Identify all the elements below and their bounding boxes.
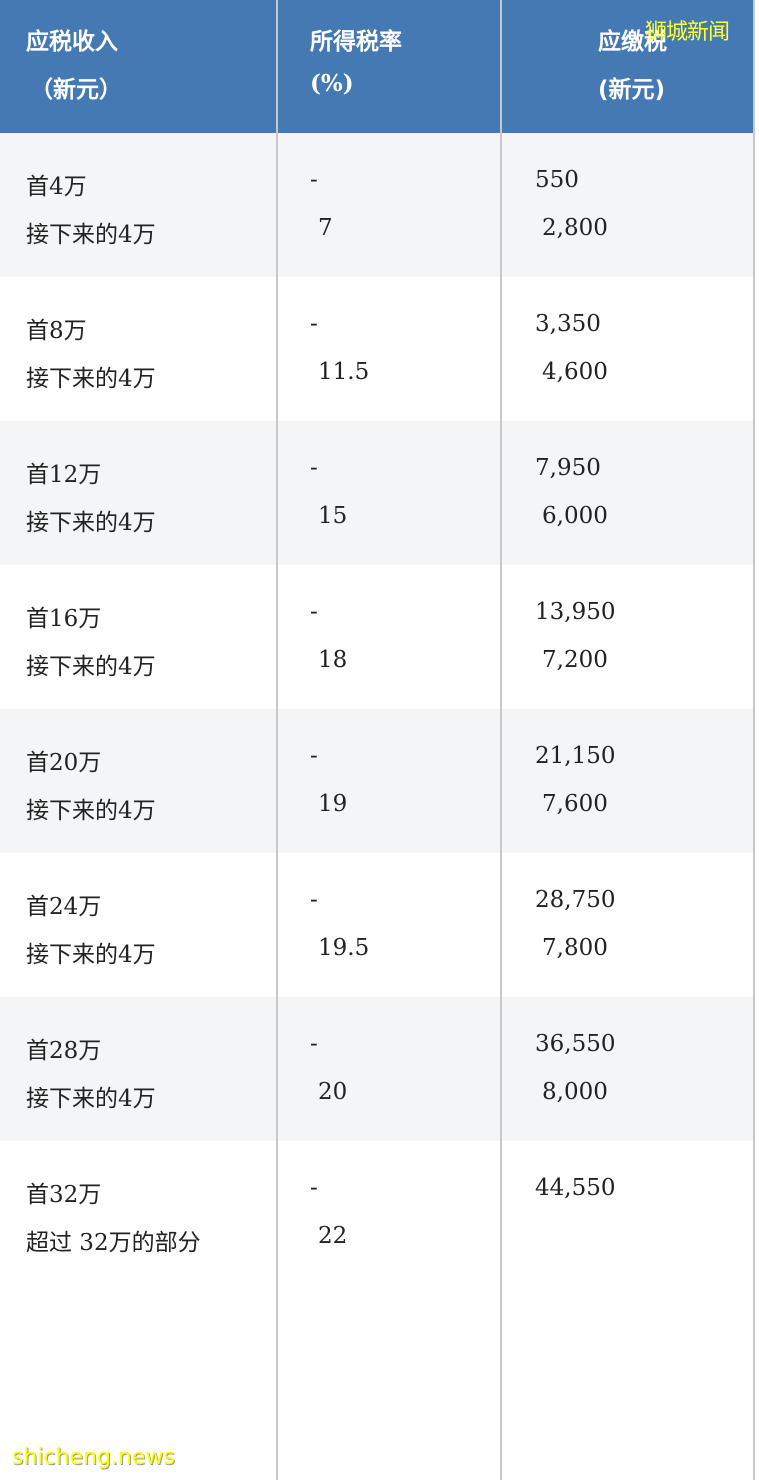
watermark-top: 狮城新闻 bbox=[645, 20, 730, 45]
table-row: 首32万超过 32万的部分 -22 44,550 bbox=[0, 1141, 753, 1285]
table-row: 首28万接下来的4万 -20 36,550 8,000 bbox=[0, 997, 753, 1141]
cell-income-line2: 接下来的4万 bbox=[26, 510, 156, 536]
cell-rate-line1: - bbox=[310, 455, 318, 481]
cell-rate-line2: 15 bbox=[318, 503, 348, 529]
cell-tax-line2: 2,800 bbox=[542, 215, 608, 241]
cell-tax-line2: 6,000 bbox=[542, 503, 608, 529]
cell-income-line1: 首8万 bbox=[26, 318, 87, 344]
header-unit: (新元) bbox=[598, 77, 666, 103]
cell-income-line1: 首32万 bbox=[26, 1182, 102, 1208]
cell-income-line2: 接下来的4万 bbox=[26, 366, 156, 392]
cell-income-line1: 首20万 bbox=[26, 750, 102, 776]
cell-rate-line2: 19 bbox=[318, 791, 348, 817]
cell-income-line1: 首16万 bbox=[26, 606, 102, 632]
cell-rate-line1: - bbox=[310, 599, 318, 625]
cell-income-line1: 首4万 bbox=[26, 174, 87, 200]
cell-income-line1: 首24万 bbox=[26, 894, 102, 920]
cell-tax-line1: 3,350 bbox=[535, 311, 601, 337]
header-label: 所得税率 bbox=[310, 29, 402, 55]
cell-income-line2: 接下来的4万 bbox=[26, 798, 156, 824]
cell-tax-line2: 8,000 bbox=[542, 1079, 608, 1105]
cell-income-line2: 接下来的4万 bbox=[26, 654, 156, 680]
cell-tax-line2: 7,200 bbox=[542, 647, 608, 673]
cell-tax-line1: 21,150 bbox=[535, 743, 616, 769]
cell-rate-line2: 11.5 bbox=[318, 359, 370, 385]
cell-rate-line2: 20 bbox=[318, 1079, 348, 1105]
table-row: 首8万接下来的4万 -11.5 3,350 4,600 bbox=[0, 277, 753, 421]
cell-tax-line1: 28,750 bbox=[535, 887, 616, 913]
table-row: 首24万接下来的4万 -19.5 28,750 7,800 bbox=[0, 853, 753, 997]
cell-rate-line1: - bbox=[310, 167, 318, 193]
cell-rate-line1: - bbox=[310, 1175, 318, 1201]
cell-tax-line2: 4,600 bbox=[542, 359, 608, 385]
header-unit: （新元） bbox=[30, 77, 122, 103]
header-label: 应缴税 bbox=[598, 29, 667, 55]
cell-rate-line1: - bbox=[310, 311, 318, 337]
cell-rate-line2: 19.5 bbox=[318, 935, 370, 961]
cell-rate-line1: - bbox=[310, 887, 318, 913]
cell-rate-line2: 18 bbox=[318, 647, 348, 673]
column-divider bbox=[753, 0, 755, 1480]
header-unit: (%) bbox=[310, 70, 354, 97]
cell-income-line2: 接下来的4万 bbox=[26, 222, 156, 248]
table-row: 首16万接下来的4万 -18 13,950 7,200 bbox=[0, 565, 753, 709]
table-row: 首20万接下来的4万 -19 21,150 7,600 bbox=[0, 709, 753, 853]
header-label: 应税收入 bbox=[26, 29, 118, 55]
cell-income-line1: 首28万 bbox=[26, 1038, 102, 1064]
cell-tax-line1: 36,550 bbox=[535, 1031, 616, 1057]
cell-income-line2: 接下来的4万 bbox=[26, 942, 156, 968]
cell-tax-line1: 13,950 bbox=[535, 599, 616, 625]
table-header: 应税收入 （新元） 所得税率 (%) 应缴税 (新元) bbox=[0, 0, 753, 133]
cell-rate-line1: - bbox=[310, 1031, 318, 1057]
column-divider bbox=[500, 0, 502, 1480]
table-row: 首4万接下来的4万 -7 550 2,800 bbox=[0, 133, 753, 277]
watermark-bottom: shicheng.news bbox=[12, 1445, 175, 1470]
cell-rate-line2: 7 bbox=[318, 215, 333, 241]
cell-tax-line2: 7,600 bbox=[542, 791, 608, 817]
cell-tax-line1: 7,950 bbox=[535, 455, 601, 481]
cell-income-line2: 超过 32万的部分 bbox=[26, 1230, 201, 1256]
cell-rate-line1: - bbox=[310, 743, 318, 769]
cell-income-line2: 接下来的4万 bbox=[26, 1086, 156, 1112]
cell-tax-line1: 550 bbox=[535, 167, 579, 193]
cell-tax-line1: 44,550 bbox=[535, 1175, 616, 1201]
column-divider bbox=[276, 0, 278, 1480]
cell-income-line1: 首12万 bbox=[26, 462, 102, 488]
table-row: 首12万接下来的4万 -15 7,950 6,000 bbox=[0, 421, 753, 565]
cell-tax-line2: 7,800 bbox=[542, 935, 608, 961]
cell-rate-line2: 22 bbox=[318, 1223, 348, 1249]
